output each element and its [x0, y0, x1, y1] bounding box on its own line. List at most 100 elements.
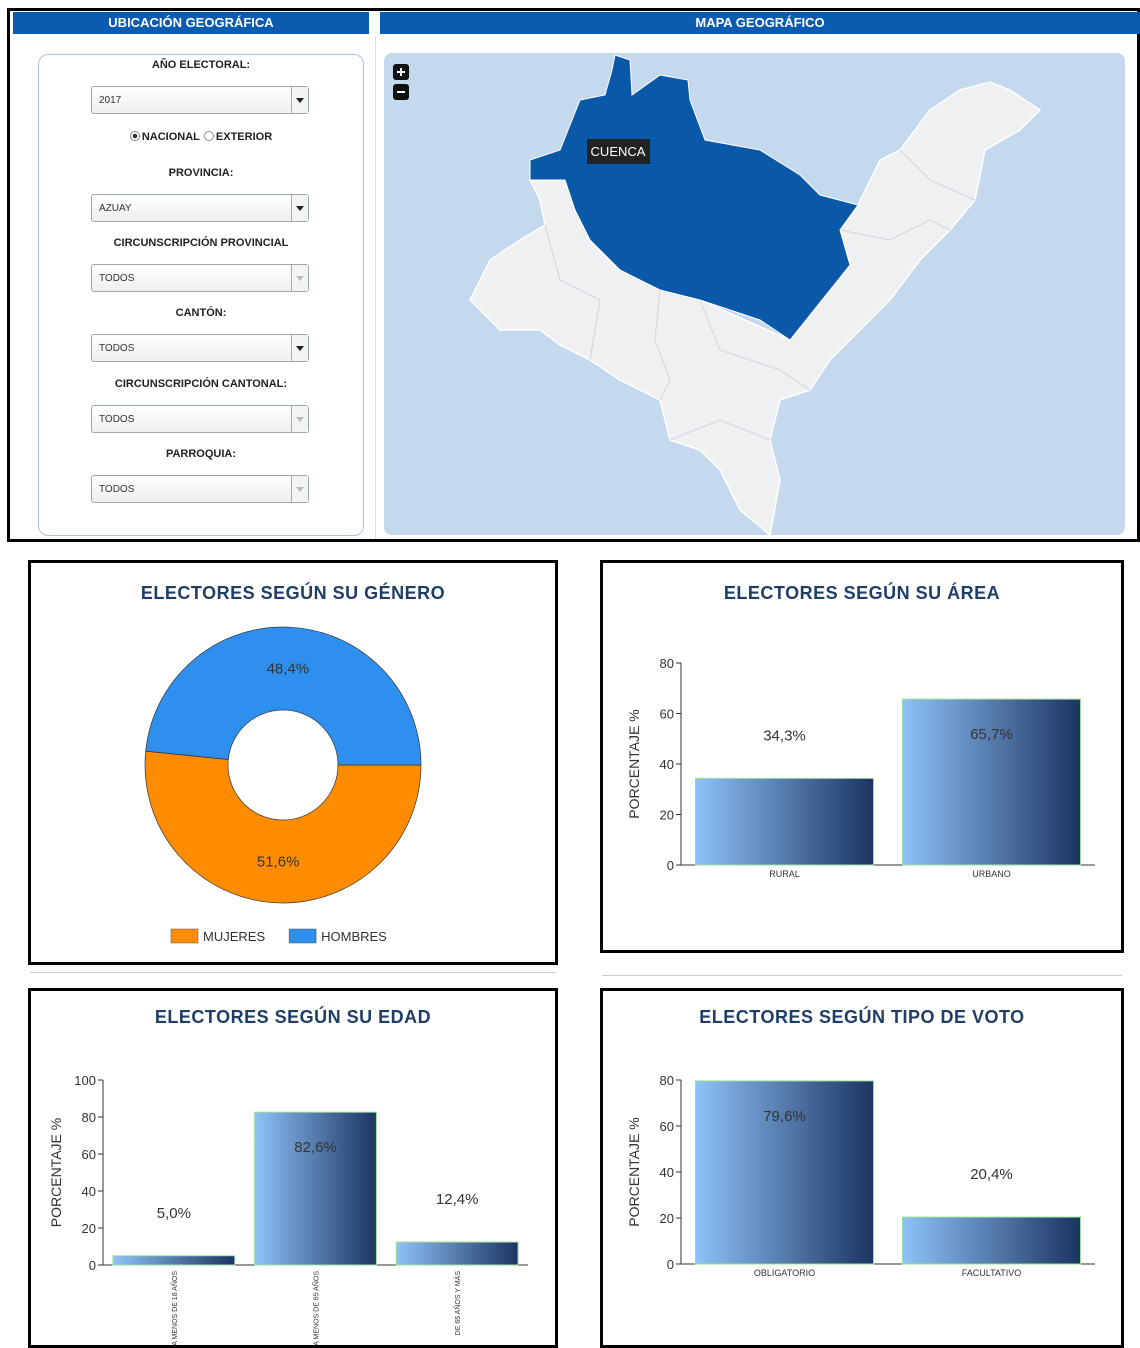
dropdown-arrow [291, 195, 308, 221]
value-label: 34,3% [763, 727, 806, 744]
separator [602, 975, 1122, 976]
chart: ELECTORES SEGÚN SU GÉNERO 51,6% 48,4% MUJER… [141, 582, 445, 944]
bar [254, 1111, 377, 1266]
y-tick-label: 80 [660, 1073, 674, 1088]
dropdown-arrow [291, 87, 308, 113]
dropdown-arrow [291, 265, 308, 291]
dropdown-arrow [291, 476, 308, 502]
dropdown-arrow [291, 335, 308, 361]
legend-label: HOMBRES [321, 929, 387, 944]
x-tick-label: RURAL [769, 869, 800, 879]
y-tick-label: 60 [660, 707, 674, 722]
select[interactable]: TODOS [91, 334, 309, 362]
y-tick-label: 40 [660, 1165, 674, 1180]
chart-title: ELECTORES SEGÚN TIPO DE VOTO [699, 1006, 1024, 1027]
region-selected[interactable] [529, 54, 859, 341]
y-tick-label: 0 [667, 1257, 674, 1272]
select[interactable]: AZUAY [91, 194, 309, 222]
top-section [7, 8, 1140, 542]
legend-swatch [170, 928, 199, 944]
y-tick-label: 0 [667, 858, 674, 873]
value-label: 48,4% [267, 661, 310, 678]
panel-header: UBICACIÓN GEOGRÁFICA [13, 12, 369, 34]
legend-label: MUJERES [203, 929, 265, 944]
y-tick-label: 40 [660, 757, 674, 772]
select[interactable]: 2017 [91, 86, 309, 114]
bar [395, 1241, 519, 1266]
bar [694, 1080, 875, 1265]
panel-header: MAPA GEOGRÁFICO [380, 12, 1140, 34]
select-value: TODOS [99, 343, 135, 354]
scope-radios: NACIONAL EXTERIOR [40, 131, 362, 143]
legend-swatch [288, 928, 317, 944]
y-tick-label: 20 [82, 1221, 96, 1236]
bar [901, 1216, 1082, 1265]
y-axis-label: PORCENTAJE % [626, 709, 642, 818]
y-tick-label: 0 [89, 1258, 96, 1273]
donut-slice [145, 626, 422, 766]
value-label: 65,7% [970, 726, 1013, 743]
field-label: CANTÓN: [175, 307, 227, 319]
map[interactable]: CUENCA [384, 53, 1125, 535]
chart-card: ELECTORES SEGÚN SU EDAD PORCENTAJE % 0 20 40… [28, 988, 558, 1348]
y-tick-label: 40 [82, 1184, 96, 1199]
y-tick-label: 20 [660, 1211, 674, 1226]
bar [112, 1255, 236, 1266]
divider [375, 36, 376, 539]
value-label: 82,6% [294, 1139, 337, 1156]
radio[interactable]: EXTERIOR [204, 131, 272, 143]
field-label: AÑO ELECTORAL: [151, 59, 251, 71]
chart: ELECTORES SEGÚN SU EDAD PORCENTAJE % 0 20 40… [48, 1006, 528, 1345]
y-tick-label: 60 [82, 1147, 96, 1162]
chart-title: ELECTORES SEGÚN SU GÉNERO [141, 582, 445, 603]
y-tick-label: 80 [660, 656, 674, 671]
chart-title: ELECTORES SEGÚN SU EDAD [155, 1006, 431, 1027]
field-label: CIRCUNSCRIPCIÓN CANTONAL: [114, 378, 288, 390]
filter-panel [38, 54, 364, 536]
x-tick-label: URBANO [972, 869, 1011, 879]
chart: ELECTORES SEGÚN TIPO DE VOTO PORCENTAJE %… [626, 1006, 1095, 1278]
bar [901, 698, 1082, 866]
field-label: CIRCUNSCRIPCIÓN PROVINCIAL [113, 237, 289, 249]
select[interactable]: TODOS [91, 405, 309, 433]
x-tick-label: OBLIGATORIO [754, 1268, 815, 1278]
select-value: TODOS [99, 484, 135, 495]
select-value: AZUAY [99, 203, 132, 214]
chart-card: ELECTORES SEGÚN SU ÁREA PORCENTAJE % 0 20 40… [600, 560, 1124, 953]
y-axis-label: PORCENTAJE % [626, 1117, 642, 1226]
select-value: 2017 [99, 95, 122, 106]
radio[interactable]: NACIONAL [130, 131, 200, 143]
x-tick-label: DE 16 A MENOS DE 18 AÑOS [170, 1271, 179, 1345]
donut-slice [144, 750, 422, 904]
value-label: 12,4% [436, 1191, 479, 1208]
dropdown-arrow [291, 406, 308, 432]
x-tick-label: DE 18 A MENOS DE 65 AÑOS [312, 1271, 321, 1345]
x-tick-label: FACULTATIVO [962, 1268, 1022, 1278]
y-axis-label: PORCENTAJE % [48, 1118, 64, 1227]
chart-title: ELECTORES SEGÚN SU ÁREA [724, 582, 1000, 603]
select[interactable]: TODOS [91, 475, 309, 503]
y-tick-label: 100 [74, 1073, 96, 1088]
value-label: 51,6% [257, 853, 300, 870]
bar [694, 777, 875, 866]
y-tick-label: 20 [660, 808, 674, 823]
chart-card: ELECTORES SEGÚN TIPO DE VOTO PORCENTAJE %… [600, 988, 1124, 1348]
select-value: TODOS [99, 414, 135, 425]
chart: ELECTORES SEGÚN SU ÁREA PORCENTAJE % 0 20 40… [626, 582, 1095, 879]
tooltip-box [587, 139, 650, 164]
field-label: PROVINCIA: [168, 167, 234, 179]
value-label: 79,6% [763, 1108, 806, 1125]
chart-card: ELECTORES SEGÚN SU GÉNERO 51,6% 48,4% MUJER… [28, 560, 558, 965]
separator [30, 972, 556, 973]
y-tick-label: 60 [660, 1119, 674, 1134]
value-label: 5,0% [157, 1205, 191, 1222]
select[interactable]: TODOS [91, 264, 309, 292]
map-tooltip: CUENCA [591, 144, 646, 159]
zoom-in-icon [397, 68, 405, 76]
y-tick-label: 80 [82, 1110, 96, 1125]
field-label: PARROQUIA: [165, 448, 237, 460]
select-value: TODOS [99, 273, 135, 284]
x-tick-label: DE 65 AÑOS Y MÁS [453, 1271, 462, 1336]
value-label: 20,4% [970, 1166, 1013, 1183]
